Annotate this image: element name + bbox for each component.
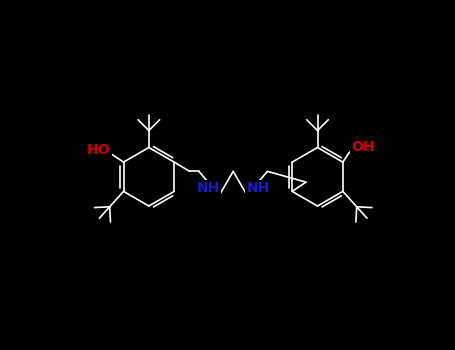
Text: OH: OH — [351, 140, 374, 154]
Text: NH: NH — [247, 181, 270, 195]
Text: HO: HO — [87, 143, 111, 157]
Text: NH: NH — [197, 181, 220, 195]
